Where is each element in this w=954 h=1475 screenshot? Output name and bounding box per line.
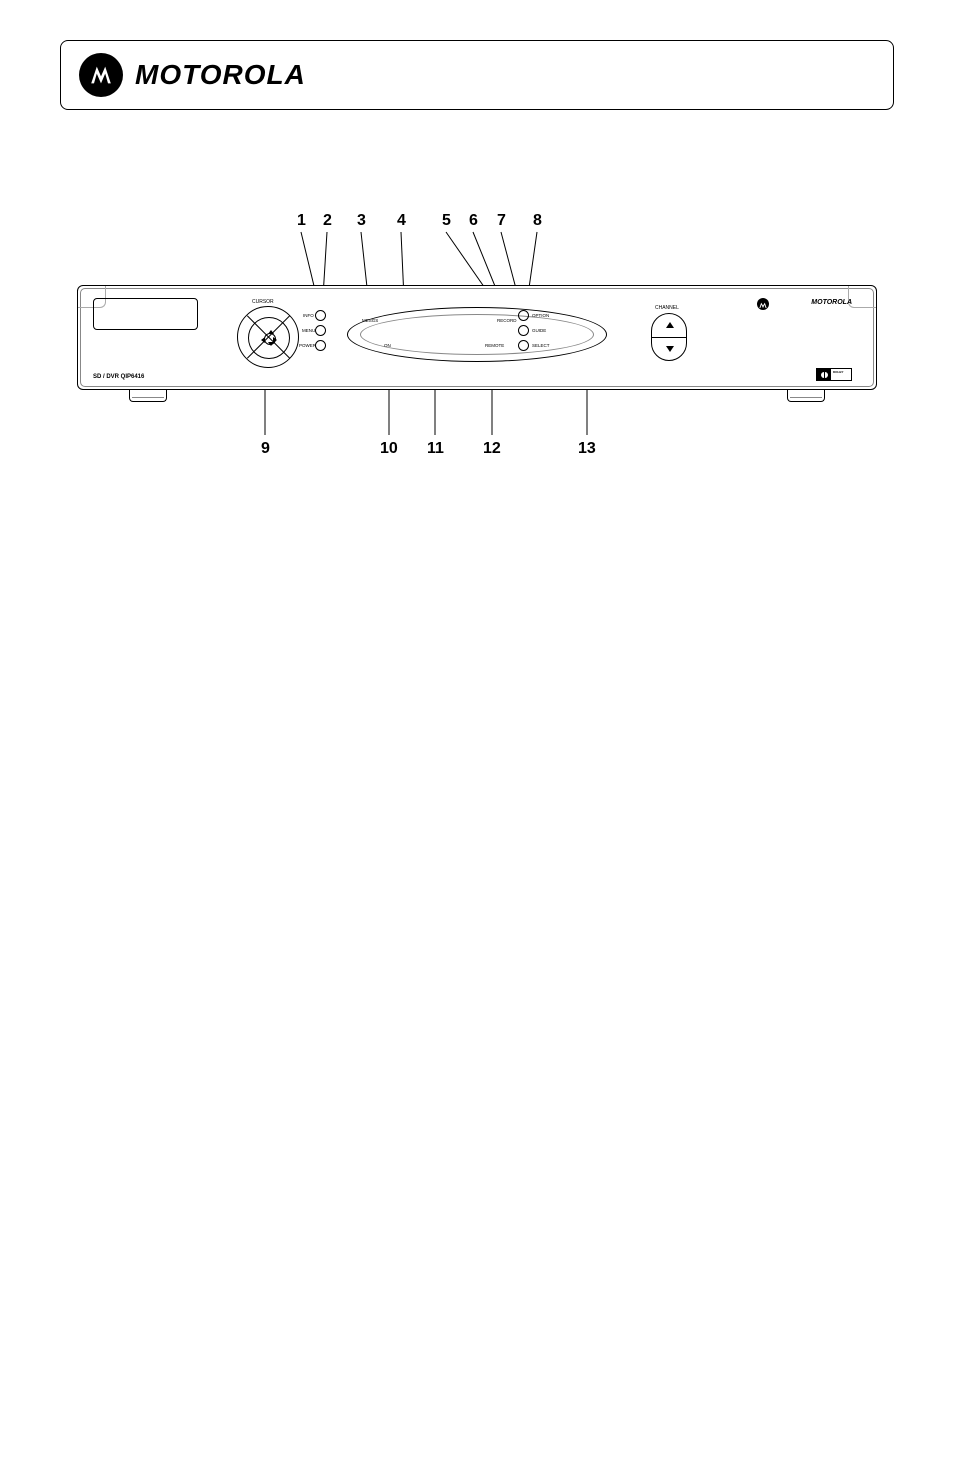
header-box: MOTOROLA [60,40,894,110]
front-display-window [93,298,198,330]
channel-up-icon [666,322,674,328]
power-label: POWER [299,343,316,348]
select-label: SELECT [532,343,550,348]
on-indicator: ON [384,343,391,348]
power-button [315,340,326,351]
mesgs-indicator: MESGS [362,318,378,323]
device-foot [129,390,167,402]
callout-6: 6 [469,212,478,230]
callout-9: 9 [261,440,270,458]
channel-label: CHANNEL [655,305,679,311]
select-button [518,340,529,351]
motorola-logo-icon [79,53,123,97]
cursor-pad [237,306,299,368]
menu-label: MENU [302,328,315,333]
channel-down-icon [666,346,674,352]
callout-11: 11 [427,440,444,458]
option-label: OPTION [532,313,549,318]
record-indicator: RECORD [497,318,517,323]
callout-12: 12 [483,440,501,458]
callout-4: 4 [397,212,406,230]
callout-2: 2 [323,212,332,230]
brand-name-small: MOTOROLA [811,299,852,306]
cursor-right-icon [273,337,277,343]
callout-3: 3 [357,212,366,230]
callout-5: 5 [442,212,451,230]
info-button [315,310,326,321]
cursor-label: CURSOR [252,299,274,305]
callout-7: 7 [497,212,506,230]
dolby-badge: DOLBY [816,368,852,381]
info-label: INFO [303,313,314,318]
callout-13: 13 [578,440,596,458]
option-button [518,310,529,321]
motorola-logo-icon-small [757,298,769,310]
callout-10: 10 [380,440,398,458]
callout-1: 1 [297,212,306,230]
guide-button [518,325,529,336]
cursor-up-icon [268,330,274,334]
device-foot [787,390,825,402]
brand-name: MOTOROLA [135,59,306,91]
channel-updown [651,313,687,361]
callout-8: 8 [533,212,542,230]
guide-label: GUIDE [532,328,546,333]
menu-button [315,325,326,336]
product-model-label: SD / DVR QIP6416 [93,374,144,380]
remote-indicator: REMOTE [485,343,504,348]
device-diagram: 1 2 3 4 5 6 7 8 SD / DVR QIP6416 CURSOR [77,210,877,490]
cursor-left-icon [261,337,265,343]
center-display-oval [347,307,607,362]
